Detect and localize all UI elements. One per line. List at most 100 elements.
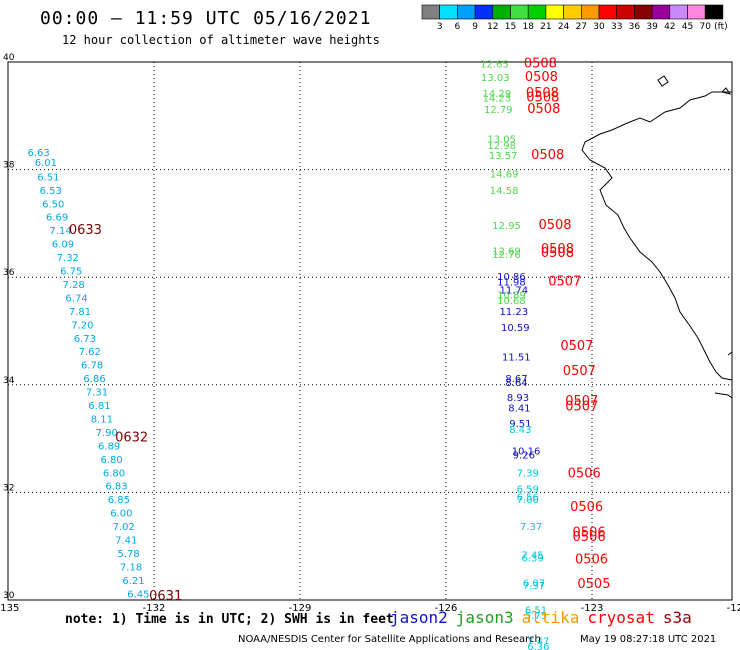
wave-height-label: 13.03 (481, 73, 510, 84)
wave-height-label: 14.29 (483, 89, 512, 100)
y-tick-label: 34 (3, 376, 15, 386)
x-tick-label: -120 (727, 603, 740, 614)
colorbar-tick-label: 27 (576, 22, 587, 32)
wave-height-label: 6.73 (74, 334, 96, 345)
colorbar-swatch (580, 4, 600, 20)
time-label: 0507 (563, 364, 596, 379)
island-shape (721, 87, 732, 95)
wave-height-label: 6.21 (122, 576, 144, 587)
wave-height-label: 6.09 (52, 240, 74, 251)
colorbar-swatch (634, 4, 653, 20)
time-label: 0506 (573, 530, 606, 545)
wave-height-label: 6.07 (523, 579, 545, 590)
wave-height-label: 7.28 (63, 280, 85, 291)
time-label: 0508 (541, 246, 574, 261)
wave-height-label: 7.20 (71, 320, 93, 331)
colorbar-tick-label: 6 (455, 22, 461, 32)
time-label: 0507 (565, 394, 598, 409)
wave-height-label: 6.51 (37, 172, 59, 183)
x-tick-label: -126 (435, 603, 458, 614)
colorbar-swatch (669, 4, 688, 20)
wave-height-label: 7.81 (69, 307, 91, 318)
wave-height-label: 10.89 (497, 291, 526, 302)
wave-height-label: 6.80 (103, 468, 125, 479)
wave-height-label: 6.74 (65, 293, 87, 304)
time-label: 0506 (568, 466, 601, 481)
wave-height-label: 8.93 (507, 393, 529, 404)
wave-height-label: 7.62 (79, 347, 101, 358)
colorbar-swatch (545, 4, 564, 20)
wave-height-label: 9.26 (513, 451, 535, 462)
wave-height-label: 12.79 (484, 105, 513, 116)
wave-height-label: 6.78 (81, 361, 103, 372)
wave-height-label: 6.36 (527, 642, 549, 650)
wave-height-label: 6.69 (46, 213, 68, 224)
time-label: 0508 (525, 70, 558, 85)
wave-height-label: 9.51 (509, 419, 531, 430)
wave-height-label: 14.69 (490, 170, 519, 181)
time-label: 0631 (149, 589, 182, 604)
satellite-legend: jason2 jason3 altika cryosat s3a (390, 608, 700, 627)
footnote: note: 1) Time is in UTC; 2) SWH is in fe… (65, 612, 394, 627)
wave-height-label: 10.68 (497, 296, 526, 307)
wave-height-label: 8.64 (505, 378, 527, 389)
wave-height-label: 12.69 (492, 247, 521, 258)
colorbar-swatch (439, 4, 458, 20)
time-label: 0508 (527, 102, 560, 117)
coastline (581, 91, 733, 381)
wave-height-label: 5.75 (525, 611, 547, 622)
wave-height-label: 10.16 (512, 447, 541, 458)
wave-height-label: 7.41 (115, 536, 137, 547)
colorbar-swatch (616, 4, 635, 20)
wave-height-label: 7.02 (113, 522, 135, 533)
wave-height-label: 10.86 (497, 272, 526, 283)
y-tick-label: 38 (3, 161, 15, 171)
wave-height-label: 6.59 (517, 484, 539, 495)
legend-entry-jason3: jason3 (455, 608, 514, 627)
wave-height-label: 5.78 (118, 549, 140, 560)
time-label: 0508 (541, 242, 574, 257)
wave-height-label: 8.41 (508, 404, 530, 415)
colorbar-swatch (527, 4, 547, 20)
colorbar-swatch (598, 4, 618, 20)
time-label: 0506 (575, 552, 608, 567)
legend-entry-s3a: s3a (662, 608, 692, 627)
x-tick-label: -135 (0, 603, 19, 614)
colorbar-tick-label: 9 (472, 22, 478, 32)
island-shape (714, 392, 733, 399)
credit-timestamp: May 19 08:27:18 UTC 2021 (580, 634, 717, 645)
colorbar-swatch (563, 4, 582, 20)
wave-height-label: 6.80 (100, 455, 122, 466)
x-tick-label: -129 (289, 603, 312, 614)
wave-height-label: 8.11 (91, 414, 113, 425)
wave-height-label: 6.75 (60, 267, 82, 278)
wave-height-label: 12.95 (492, 221, 521, 232)
chart-title: 00:00 — 11:59 UTC 05/16/2021 (40, 8, 372, 29)
wave-height-label: 10.59 (501, 323, 530, 334)
time-label: 0508 (524, 56, 557, 71)
colorbar-tick-label: 45 (682, 22, 693, 32)
time-label: 0508 (538, 218, 571, 233)
wave-height-label: 7.39 (517, 468, 539, 479)
wave-height-label: 13.05 (487, 135, 516, 146)
wave-height-label: 11.98 (497, 277, 526, 288)
time-label: 0506 (573, 526, 606, 541)
wave-height-label: 6.01 (35, 158, 57, 169)
colorbar-tick-label: 12 (487, 22, 498, 32)
x-tick-label: -132 (143, 603, 166, 614)
time-label: 0507 (548, 274, 581, 289)
wave-height-label: 7.37 (520, 522, 542, 533)
legend-entry-altika: altika (521, 608, 580, 627)
colorbar-swatch (492, 4, 511, 20)
colorbar-swatch (651, 4, 671, 20)
wave-height-label: 7.37 (523, 581, 545, 592)
colorbar-swatch (421, 4, 441, 20)
wave-height-label: 6.00 (110, 509, 132, 520)
wave-height-label: 6.86 (83, 374, 105, 385)
time-label: 0505 (577, 577, 610, 592)
colorbar-tick-label: 21 (540, 22, 551, 32)
colorbar-swatch (704, 4, 724, 20)
wave-height-label: 8.67 (505, 374, 527, 385)
y-tick-label: 30 (3, 591, 15, 601)
